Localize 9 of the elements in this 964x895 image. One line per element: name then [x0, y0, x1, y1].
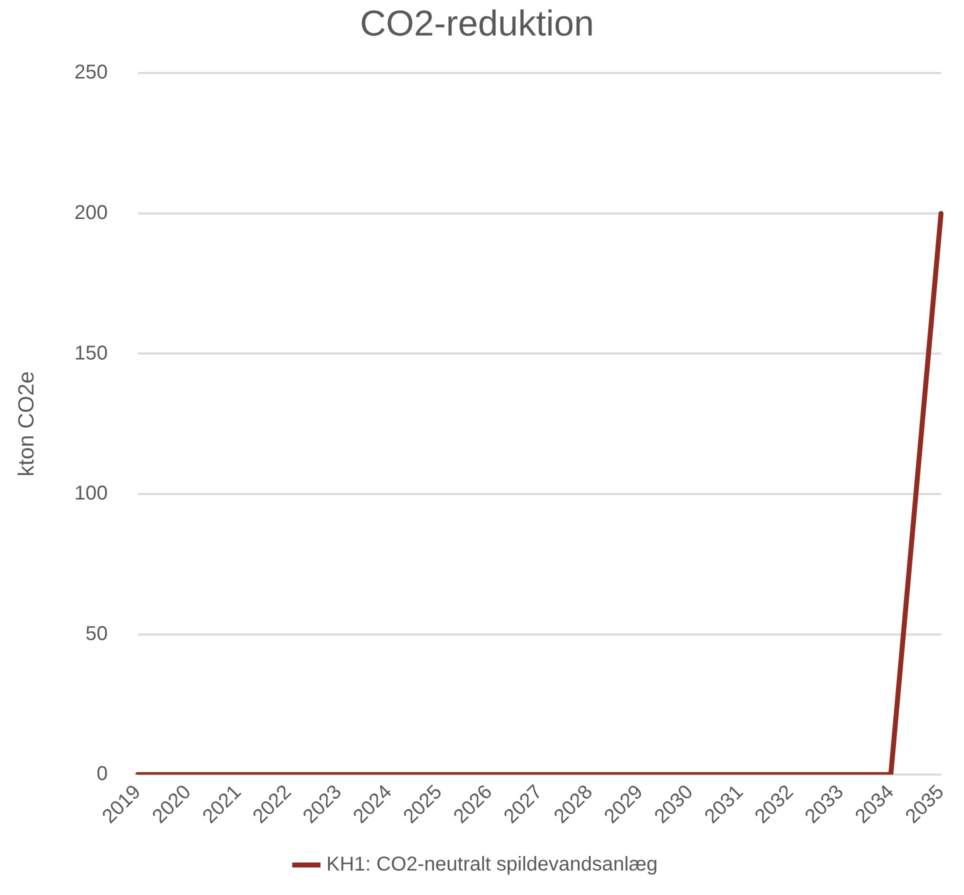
y-axis-title: kton CO2e — [13, 371, 38, 476]
chart-title: CO2-reduktion — [360, 2, 594, 44]
legend-label: KH1: CO2-neutralt spildevandsanlæg — [326, 854, 658, 876]
y-tick-label: 0 — [96, 763, 108, 786]
y-tick-label: 200 — [74, 202, 108, 224]
y-tick-label: 50 — [86, 622, 108, 645]
y-tick-label: 250 — [74, 62, 108, 84]
y-tick-label: 100 — [74, 482, 108, 505]
y-tick-label: 150 — [74, 342, 108, 364]
